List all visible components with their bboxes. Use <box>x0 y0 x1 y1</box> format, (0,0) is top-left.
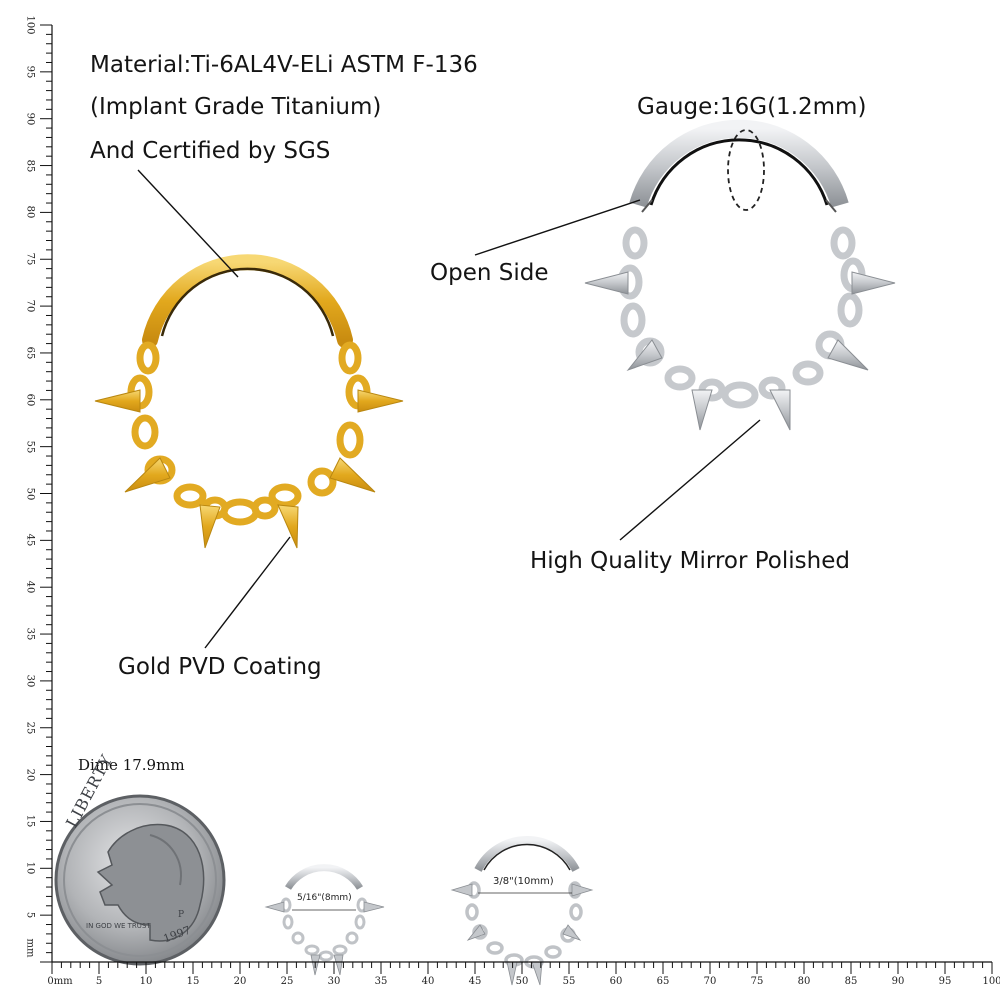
dime-coin <box>54 794 226 966</box>
ruler-x-tick-label: 35 <box>374 976 388 987</box>
silver-ring <box>584 119 896 431</box>
ruler-x-tick-label: 5 <box>95 976 103 987</box>
ruler-x-tick-label: 60 <box>609 976 623 987</box>
ruler-y-tick-label: 100 <box>24 15 36 35</box>
ruler-y-tick-label: 55 <box>24 440 36 454</box>
ruler-y-tick-label: 50 <box>24 487 36 500</box>
material-label: Material:Ti-6AL4V-ELi ASTM F-136 <box>90 52 478 78</box>
ruler-vertical <box>40 24 53 963</box>
ruler-x-tick-label: 70 <box>703 976 717 987</box>
leader-lines <box>137 169 761 649</box>
ruler-x-tick-label: 30 <box>327 976 341 987</box>
coin-mint-mark: P <box>178 910 185 920</box>
ruler-x-tick-label: 10 <box>139 976 153 987</box>
ruler-y-tick-label: 60 <box>24 393 36 407</box>
ruler-y-tick-label: mm <box>24 938 36 958</box>
ruler-y-tick-label: 75 <box>24 252 36 266</box>
size-8mm-label: 5/16"(8mm) <box>297 893 352 903</box>
ruler-x-tick-label: 55 <box>562 976 576 987</box>
ruler-y-tick-label: 25 <box>24 721 36 735</box>
ruler-y-tick-label: 95 <box>24 65 36 79</box>
ring-size-10mm <box>450 835 594 986</box>
ruler-x-tick-label: 80 <box>797 976 811 987</box>
gold-ring <box>94 254 404 549</box>
ruler-x-tick-label: 95 <box>938 976 952 987</box>
size-10mm-label: 3/8"(10mm) <box>493 876 554 887</box>
ruler-x-tick-label: 65 <box>656 976 670 987</box>
coin-motto-text: IN GOD WE TRUST <box>86 922 151 930</box>
ruler-y-tick-label: 35 <box>24 627 36 641</box>
ruler-x-tick-label: 100 <box>982 976 1000 987</box>
ruler-x-tick-label: 85 <box>844 976 858 987</box>
ruler-y-tick-label: 45 <box>24 533 36 547</box>
ruler-y-tick-label: 70 <box>24 299 36 313</box>
ruler-x-tick-label: 75 <box>750 976 764 987</box>
ruler-y-tick-label: 10 <box>24 861 36 875</box>
ring-size-8mm <box>264 864 385 976</box>
certified-label: And Certified by SGS <box>90 138 331 164</box>
ruler-y-tick-label: 15 <box>24 815 36 828</box>
ruler-y-tick-label: 65 <box>24 346 36 360</box>
ruler-x-tick-label: 25 <box>280 976 294 987</box>
ruler-y-tick-label: 90 <box>24 112 36 126</box>
ruler-y-tick-label: 5 <box>24 911 36 919</box>
open-side-label: Open Side <box>430 260 549 286</box>
gauge-highlight <box>727 129 765 211</box>
mirror-polished-label: High Quality Mirror Polished <box>530 548 850 574</box>
ruler-x-tick-label: 45 <box>468 976 482 987</box>
ruler-y-tick-label: 80 <box>24 206 36 219</box>
gauge-label: Gauge:16G(1.2mm) <box>637 94 867 120</box>
ruler-horizontal <box>51 961 993 974</box>
gold-pvd-label: Gold PVD Coating <box>118 654 322 680</box>
ruler-y-tick-label: 20 <box>24 768 36 781</box>
ruler-x-tick-label: 15 <box>186 976 200 987</box>
dime-size-label: Dime 17.9mm <box>78 756 185 774</box>
implant-grade-label: (Implant Grade Titanium) <box>90 94 382 120</box>
ruler-x-tick-label: 90 <box>891 976 905 987</box>
ruler-y-tick-label: 30 <box>24 674 36 688</box>
ruler-x-tick-label: 40 <box>421 976 435 987</box>
ruler-y-tick-label: 40 <box>24 580 36 594</box>
ruler-x-tick-label: 20 <box>233 976 247 987</box>
ruler-x-tick-label: 50 <box>515 976 529 987</box>
ruler-x-tick-label: 0mm <box>47 976 73 987</box>
ruler-y-tick-label: 85 <box>24 159 36 172</box>
